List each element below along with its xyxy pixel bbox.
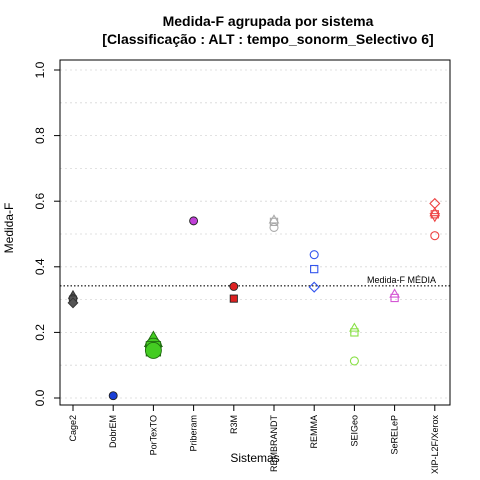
x-axis: Cage2 DobrEM PorTexTO Priberam R3M REMBRANDT R… — [68, 405, 440, 474]
x-tick-label: REMBRANDT — [269, 415, 279, 473]
y-tick-label: 0.2 — [33, 324, 47, 341]
y-axis-label: Medida-F — [2, 203, 16, 254]
data-point — [144, 341, 162, 359]
x-tick-label: SEIGeo — [349, 415, 359, 447]
data-point — [390, 293, 399, 303]
y-tick-label: 0.6 — [33, 193, 47, 210]
x-tick-label: Priberam — [189, 415, 199, 452]
data-point — [229, 282, 239, 291]
y-tick-label: 0.0 — [33, 389, 47, 406]
data-point — [67, 297, 79, 309]
chart-subtitle: [Classificação : ALT : tempo_sonorm_Sele… — [102, 31, 433, 47]
data-point — [108, 391, 118, 401]
data-point — [308, 281, 320, 293]
x-tick-label: Cage2 — [68, 415, 78, 442]
data-point — [189, 216, 199, 226]
data-point — [269, 222, 279, 232]
data-point — [430, 231, 440, 241]
y-axis: 0.0 0.2 0.4 0.6 0.8 1.0 — [33, 61, 60, 406]
data-point — [350, 328, 359, 337]
plot-frame — [59, 59, 451, 406]
x-tick-label: DobrEM — [108, 415, 118, 448]
x-tick-label: XIP-L2F/Xerox — [430, 415, 440, 475]
y-tick-label: 1.0 — [33, 61, 47, 78]
x-tick-label: R3M — [229, 415, 239, 434]
reference-line-group: Medida-F MÉDIA — [60, 275, 450, 287]
data-point — [429, 206, 441, 217]
x-axis-label: Sistemas — [230, 451, 279, 465]
data-points — [67, 197, 441, 401]
data-point — [309, 250, 319, 260]
data-point — [349, 322, 360, 332]
data-point — [429, 213, 441, 223]
data-point — [310, 264, 319, 274]
x-tick-label: REMMA — [309, 415, 319, 449]
data-point — [229, 294, 238, 303]
chart-title: Medida-F agrupada por sistema — [163, 13, 374, 29]
data-point — [269, 217, 279, 227]
gridlines — [60, 69, 450, 399]
y-tick-label: 0.8 — [33, 127, 47, 144]
data-point — [349, 356, 359, 366]
x-tick-label: PorTexTO — [148, 415, 158, 455]
x-tick-label: SeRELeP — [390, 415, 400, 455]
reference-line-label: Medida-F MÉDIA — [367, 275, 436, 285]
data-point — [389, 288, 400, 298]
y-tick-label: 0.4 — [33, 258, 47, 275]
